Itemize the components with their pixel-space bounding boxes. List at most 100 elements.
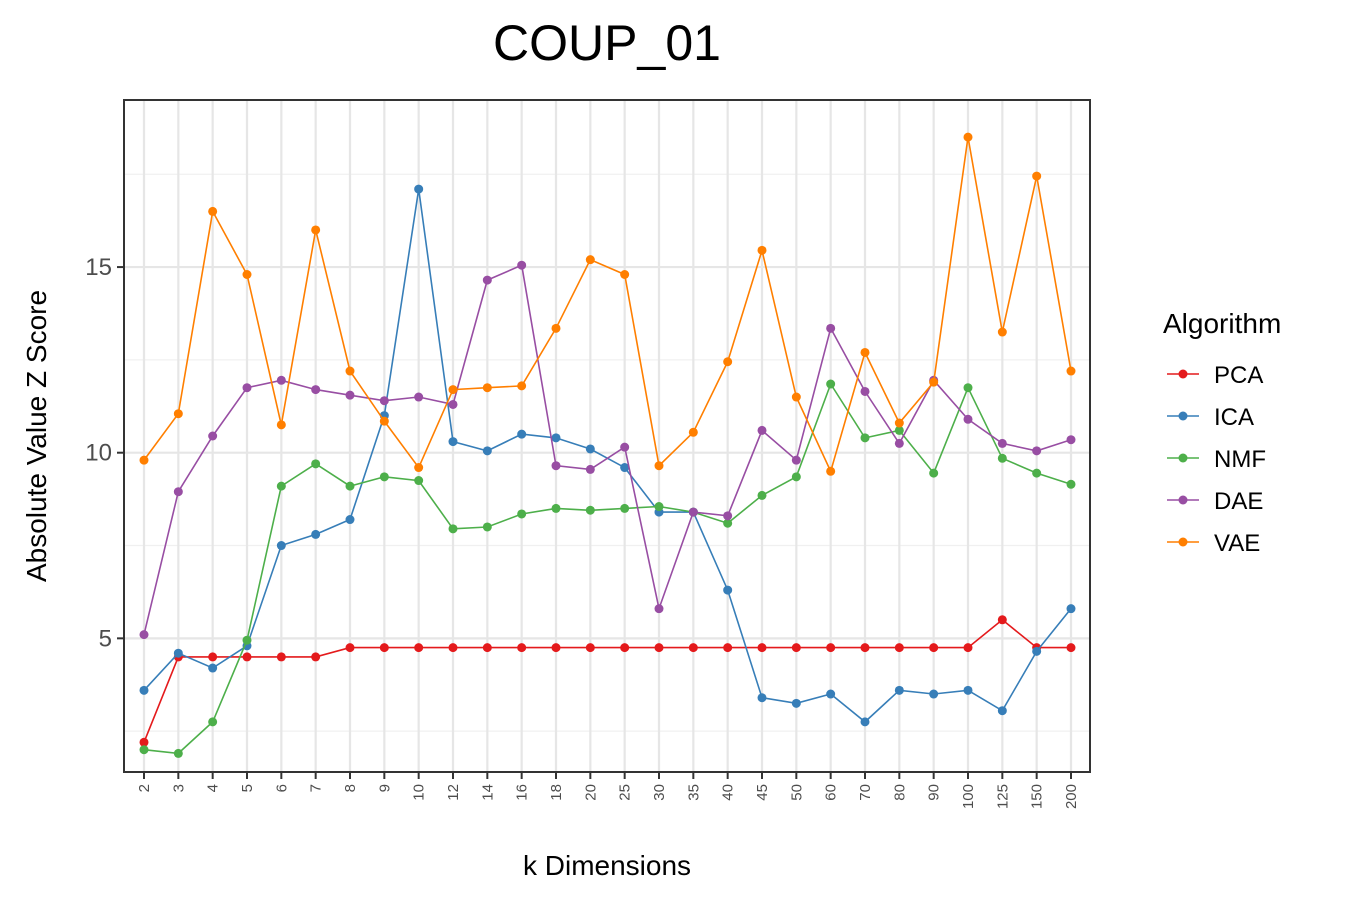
- data-point-ica: [173, 648, 183, 658]
- data-point-dae: [585, 464, 595, 474]
- data-point-nmf: [1032, 468, 1042, 478]
- data-point-nmf: [929, 468, 939, 478]
- x-tick-label: 4: [205, 784, 222, 792]
- data-point-vae: [448, 385, 458, 395]
- x-tick-label: 3: [170, 784, 187, 792]
- data-point-dae: [379, 396, 389, 406]
- data-point-vae: [929, 377, 939, 387]
- legend-label: DAE: [1214, 488, 1263, 515]
- data-point-nmf: [379, 472, 389, 482]
- data-point-dae: [139, 630, 149, 640]
- legend-item-ica: ICA: [1167, 404, 1254, 431]
- data-point-vae: [311, 225, 321, 235]
- data-point-nmf: [414, 476, 424, 486]
- data-point-pca: [929, 643, 939, 653]
- data-point-nmf: [482, 522, 492, 532]
- data-point-dae: [345, 390, 355, 400]
- data-point-nmf: [242, 635, 252, 645]
- series-vae: [139, 132, 1076, 476]
- plot-panel-border: [123, 99, 1091, 773]
- x-tick-label: 200: [1063, 784, 1080, 809]
- data-point-nmf: [963, 383, 973, 393]
- legend-item-vae: VAE: [1167, 530, 1260, 557]
- legend-key-point: [1178, 495, 1188, 505]
- data-point-nmf: [551, 503, 561, 513]
- data-point-vae: [654, 461, 664, 471]
- data-point-pca: [139, 737, 149, 747]
- data-point-nmf: [654, 502, 664, 512]
- series-line-dae: [143, 264, 1072, 635]
- legend-key-point: [1178, 411, 1188, 421]
- data-point-dae: [894, 438, 904, 448]
- data-point-ica: [208, 663, 218, 673]
- data-point-dae: [860, 386, 870, 396]
- x-tick-label: 12: [445, 784, 462, 801]
- data-point-vae: [379, 416, 389, 426]
- data-point-vae: [139, 455, 149, 465]
- data-point-vae: [688, 427, 698, 437]
- chart-title: COUP_01: [493, 15, 721, 71]
- data-point-nmf: [757, 490, 767, 500]
- x-tick-label: 8: [342, 784, 359, 792]
- data-point-pca: [276, 652, 286, 662]
- x-tick-label: 2: [136, 784, 153, 792]
- legend-label: NMF: [1214, 446, 1266, 473]
- legend-key-point: [1178, 537, 1188, 547]
- data-point-nmf: [208, 717, 218, 727]
- data-point-vae: [757, 245, 767, 255]
- data-point-vae: [551, 323, 561, 333]
- series-layer: [139, 132, 1076, 758]
- data-point-ica: [791, 698, 801, 708]
- data-point-nmf: [860, 433, 870, 443]
- x-tick-label: 14: [479, 784, 496, 801]
- data-point-ica: [448, 437, 458, 447]
- data-point-dae: [448, 399, 458, 409]
- data-point-dae: [791, 455, 801, 465]
- data-point-ica: [311, 529, 321, 539]
- data-point-ica: [551, 433, 561, 443]
- x-tick-label: 40: [720, 784, 737, 801]
- series-line-pca: [143, 618, 1071, 743]
- data-point-pca: [448, 643, 458, 653]
- x-tick-label: 6: [273, 784, 290, 792]
- x-tick-label: 9: [376, 784, 393, 792]
- data-point-nmf: [517, 509, 527, 519]
- data-point-ica: [620, 463, 630, 473]
- data-point-pca: [826, 643, 836, 653]
- data-point-ica: [963, 685, 973, 695]
- data-point-vae: [723, 357, 733, 367]
- data-point-vae: [791, 392, 801, 402]
- data-point-vae: [482, 383, 492, 393]
- data-point-vae: [173, 409, 183, 419]
- data-point-nmf: [791, 472, 801, 482]
- data-point-vae: [585, 255, 595, 265]
- data-point-nmf: [723, 518, 733, 528]
- data-point-pca: [345, 643, 355, 653]
- data-point-nmf: [311, 459, 321, 469]
- legend-label: VAE: [1214, 530, 1260, 557]
- data-point-dae: [963, 414, 973, 424]
- data-point-pca: [379, 643, 389, 653]
- data-point-pca: [688, 643, 698, 653]
- x-tick-label: 5: [239, 784, 256, 792]
- data-point-vae: [414, 463, 424, 473]
- data-point-pca: [791, 643, 801, 653]
- data-point-vae: [1066, 366, 1076, 376]
- data-point-dae: [208, 431, 218, 441]
- data-point-nmf: [1066, 479, 1076, 489]
- data-point-ica: [414, 184, 424, 194]
- data-point-vae: [894, 418, 904, 428]
- data-point-dae: [551, 461, 561, 471]
- data-point-pca: [963, 643, 973, 653]
- data-point-dae: [654, 604, 664, 614]
- series-dae: [139, 260, 1076, 640]
- data-point-pca: [997, 615, 1007, 625]
- legend-title: Algorithm: [1163, 308, 1281, 339]
- legend: Algorithm PCA ICA NMF DAE VAE: [1163, 308, 1281, 557]
- data-point-ica: [585, 444, 595, 454]
- x-tick-label: 18: [548, 784, 565, 801]
- data-point-nmf: [345, 481, 355, 491]
- legend-item-dae: DAE: [1167, 488, 1263, 515]
